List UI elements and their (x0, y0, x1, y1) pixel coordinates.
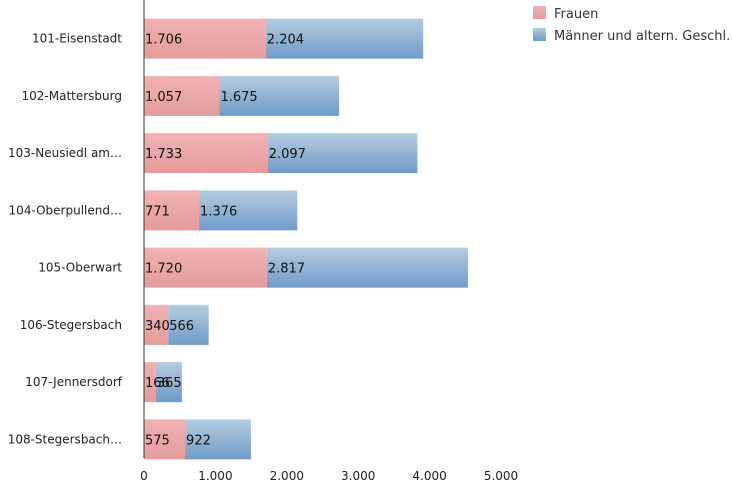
legend-label: Frauen (554, 7, 598, 22)
category-label: 106-Stegersbach (20, 318, 122, 332)
bar-value-label: 575 (145, 433, 170, 448)
bar-segment-frauen (144, 247, 267, 288)
bar-value-label: 1.376 (200, 204, 237, 219)
bar-value-label: 1.706 (145, 33, 182, 48)
x-tick-label: 0 (140, 469, 148, 483)
bar-segment-maenner (265, 18, 424, 59)
bar-value-label: 1.720 (145, 262, 182, 277)
bar-segment-frauen (144, 362, 156, 403)
bar-segment-frauen (144, 190, 200, 231)
bar-segment-frauen (144, 419, 186, 460)
x-tick-label: 2.000 (270, 469, 304, 483)
bar-segment-frauen (144, 75, 220, 116)
bar-value-label: 1.675 (220, 90, 257, 105)
legend-swatch (533, 6, 546, 19)
bar-value-label: 340 (145, 319, 170, 334)
bar-segment-maenner (199, 190, 298, 231)
bar-segment-maenner (267, 133, 418, 174)
bar-segment-maenner (219, 75, 340, 116)
category-label: 104-Oberpullend… (9, 203, 122, 217)
category-label: 107-Jennersdorf (25, 375, 122, 389)
legend-swatch (533, 28, 546, 41)
bar-segment-maenner (155, 362, 182, 403)
bar-segment-frauen (144, 133, 268, 174)
bar-value-label: 365 (157, 376, 182, 391)
bar-value-label: 2.204 (267, 33, 304, 48)
bar-value-label: 771 (145, 204, 170, 219)
x-ticks-group: 0 1.000 2.000 3.000 4.000 5.000 (140, 469, 518, 483)
bar-segment-maenner (168, 304, 209, 345)
bar-segment-maenner (185, 419, 251, 460)
category-label: 108-Stegersbach… (8, 432, 122, 446)
bar-value-label: 1.733 (145, 147, 182, 162)
bar-segment-maenner (266, 247, 468, 288)
bars-group (144, 18, 468, 460)
category-label: 105-Oberwart (38, 261, 122, 275)
legend-label: Männer und altern. Geschl. (554, 29, 730, 44)
category-label: 101-Eisenstadt (32, 32, 122, 46)
bar-value-label: 166 (145, 376, 170, 391)
bar-value-label: 2.817 (268, 262, 305, 277)
legend: Frauen Männer und altern. Geschl. (533, 6, 730, 44)
x-tick-label: 4.000 (412, 469, 446, 483)
bar-value-label: 1.057 (145, 90, 182, 105)
bar-segment-frauen (144, 304, 169, 345)
category-labels-group: 101-Eisenstadt 102-Mattersburg 103-Neusied… (8, 32, 123, 447)
bar-segment-frauen (144, 18, 266, 59)
bar-labels-group: 1.706 2.204 1.057 1.675 1.733 2.097 771 1.376 1.… (145, 33, 306, 449)
x-tick-label: 1.000 (198, 469, 232, 483)
category-label: 103-Neusiedl am… (8, 146, 122, 160)
x-tick-label: 3.000 (341, 469, 375, 483)
bar-value-label: 922 (186, 433, 211, 448)
category-label: 102-Mattersburg (22, 89, 122, 103)
bar-value-label: 2.097 (269, 147, 306, 162)
bar-value-label: 566 (169, 319, 194, 334)
x-tick-label: 5.000 (484, 469, 518, 483)
